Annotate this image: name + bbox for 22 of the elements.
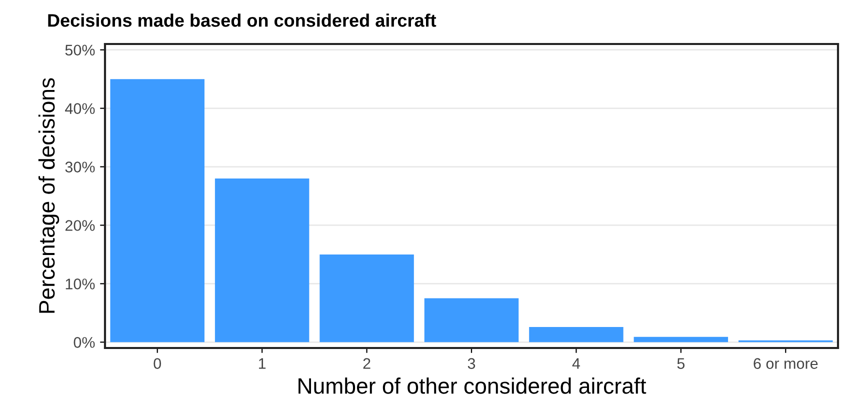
x-tick-label: 1 [258, 358, 266, 369]
x-tick-label: 2 [363, 358, 370, 369]
y-tick-label: 30% [65, 162, 95, 172]
y-tick-label: 0% [74, 337, 95, 348]
y-axis-title: Percentage of decisions [38, 78, 60, 313]
y-tick-label: 10% [66, 278, 95, 290]
x-tick-label: 0 [154, 358, 162, 369]
bar [424, 298, 519, 342]
chart-title: Decisions made based on considered aircraft [48, 14, 436, 27]
bar [320, 254, 414, 342]
y-tick-label: 20% [65, 220, 95, 231]
x-tick-label: 4 [572, 358, 580, 369]
bar [634, 336, 728, 342]
bar [529, 326, 624, 342]
bar [214, 178, 310, 342]
x-tick-label: 6 or more [754, 358, 818, 369]
x-axis-title: Number of other considered aircraft [298, 378, 646, 394]
x-tick-label: 5 [677, 358, 685, 369]
y-tick-label: 50% [65, 44, 95, 56]
x-tick-label: 3 [468, 358, 476, 369]
y-tick-label: 40% [65, 103, 95, 114]
bar [110, 79, 204, 342]
